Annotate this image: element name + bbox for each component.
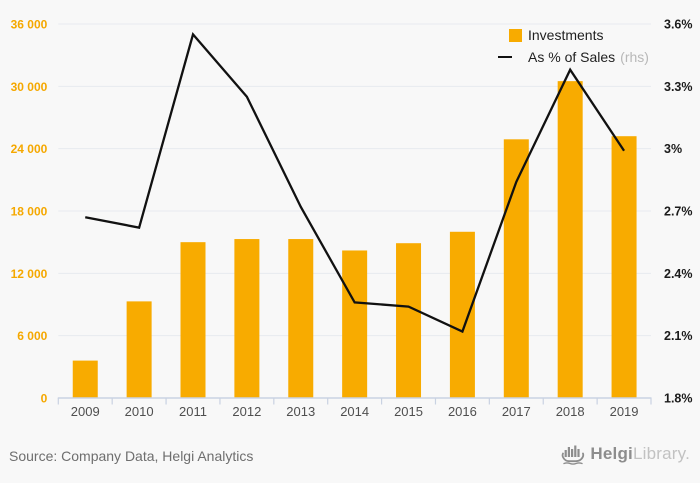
- line-swatch-icon: [498, 56, 512, 58]
- legend-rhs-note: (rhs): [620, 49, 649, 65]
- legend-item-investments: Investments: [497, 26, 649, 44]
- x-axis-label-2010: 2010: [125, 404, 154, 419]
- bar-2015: [396, 243, 422, 398]
- helgi-library-logo[interactable]: HelgiLibrary.: [561, 443, 690, 465]
- left-axis-label-36000: 36 000: [11, 18, 48, 32]
- x-axis-label-2019: 2019: [610, 404, 639, 419]
- right-axis-label-3%: 3%: [664, 142, 682, 156]
- legend-item-pct-of-sales: As % of Sales (rhs): [497, 48, 649, 66]
- chart-legend: Investments As % of Sales (rhs): [497, 26, 649, 66]
- right-axis-label-3.3%: 3.3%: [664, 80, 693, 94]
- x-axis-label-2012: 2012: [232, 404, 261, 419]
- chart-plot-area: 0 6 000 12 000 18 000 24 000 30 000 36 000 1.8%…: [11, 18, 693, 420]
- bar-2011: [180, 242, 206, 398]
- legend-label-investments: Investments: [528, 27, 604, 43]
- legend-label-pct-of-sales: As % of Sales: [528, 49, 616, 65]
- bar-2014: [342, 250, 368, 398]
- investments-swatch-icon: [509, 28, 522, 42]
- left-axis-label-6000: 6 000: [17, 329, 47, 343]
- x-axis-label-2018: 2018: [556, 404, 585, 419]
- x-axis-label-2011: 2011: [179, 404, 207, 419]
- x-axis-label-2017: 2017: [502, 404, 531, 419]
- left-axis-label-0: 0: [41, 392, 48, 406]
- brand-wordmark: HelgiLibrary.: [590, 444, 690, 464]
- source-attribution: Source: Company Data, Helgi Analytics: [9, 448, 254, 464]
- x-axis-label-2009: 2009: [71, 404, 100, 419]
- helgi-ship-icon: [562, 445, 585, 465]
- right-axis-label-2.1%: 2.1%: [664, 329, 693, 343]
- bar-2017: [503, 139, 529, 399]
- brand-library: Library.: [632, 444, 690, 463]
- right-axis-label-3.6%: 3.6%: [664, 18, 693, 32]
- left-axis-label-24000: 24 000: [11, 142, 48, 156]
- brand-helgi: Helgi: [590, 444, 633, 463]
- right-axis-label-1.8%: 1.8%: [664, 392, 693, 406]
- x-axis-label-2013: 2013: [286, 404, 315, 419]
- bar-2012: [234, 239, 260, 398]
- left-axis-label-12000: 12 000: [11, 267, 48, 281]
- bar-2009: [72, 360, 98, 398]
- pct-of-sales-line: [85, 32, 626, 334]
- left-axis-label-30000: 30 000: [11, 80, 48, 94]
- bar-2019: [611, 136, 637, 398]
- right-axis-label-2.7%: 2.7%: [664, 205, 693, 219]
- x-axis-label-2016: 2016: [448, 404, 477, 419]
- bar-2013: [288, 239, 314, 398]
- bar-2010: [126, 301, 152, 398]
- x-axis-label-2015: 2015: [394, 404, 423, 419]
- left-axis-label-18000: 18 000: [11, 205, 48, 219]
- bar-2016: [449, 231, 475, 398]
- right-axis-label-2.4%: 2.4%: [664, 267, 693, 281]
- bar-2018: [557, 81, 583, 398]
- x-axis-label-2014: 2014: [340, 404, 369, 419]
